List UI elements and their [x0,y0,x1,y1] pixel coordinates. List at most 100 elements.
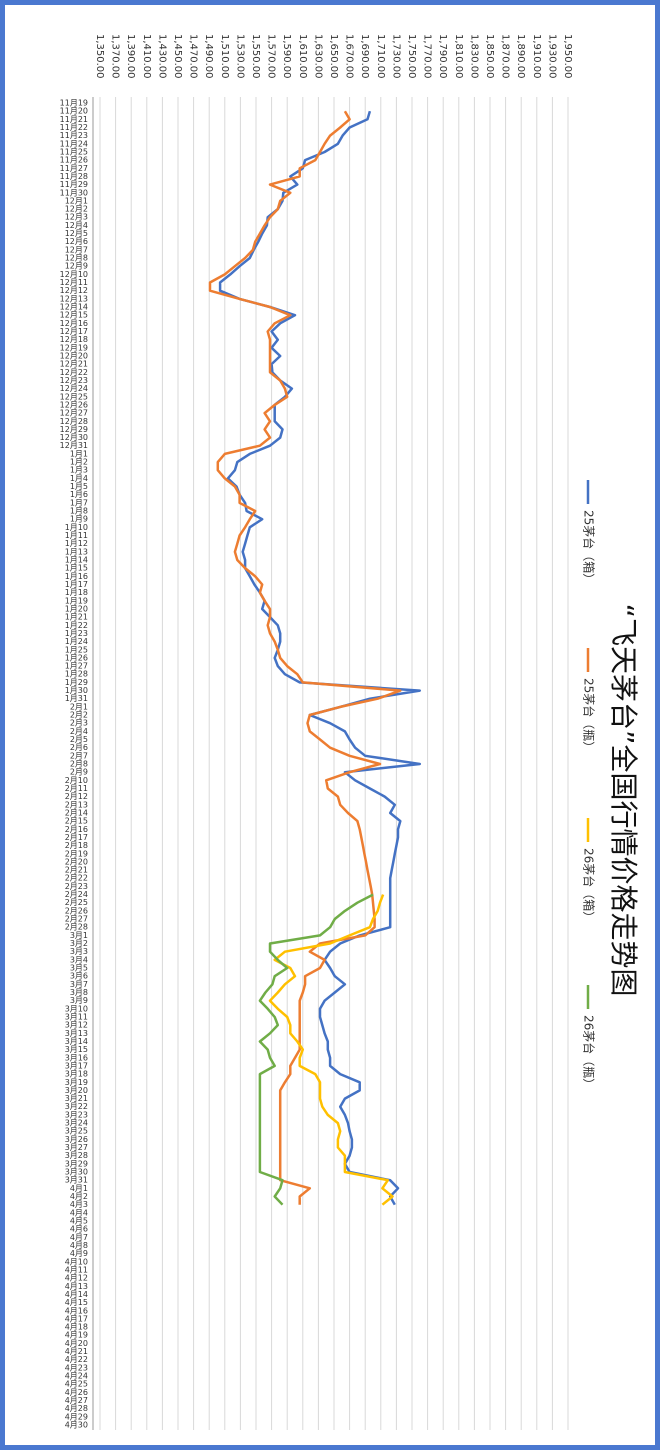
y-tick-label: 1,350.00 [94,34,105,79]
series-line [218,110,422,1206]
y-tick-label: 1,490.00 [203,34,214,79]
x-tick-label: 2月4 [70,727,88,736]
x-tick-label: 1月23 [65,629,88,638]
y-tick-label: 1,590.00 [281,34,292,79]
x-tick-label: 4月21 [65,1347,88,1356]
x-tick-label: 1月28 [65,670,88,679]
y-tick-label: 1,870.00 [500,34,511,79]
x-tick-label: 4月9 [70,1249,88,1258]
x-tick-label: 4月20 [65,1339,88,1348]
x-tick-label: 12月24 [60,384,88,393]
series-line [208,110,402,1205]
x-tick-label: 12月7 [65,245,88,254]
x-tick-label: 3月19 [65,1078,88,1087]
x-tick-label: 3月21 [65,1094,88,1103]
x-tick-label: 1月2 [70,458,88,467]
x-tick-label: 3月15 [65,1045,88,1054]
x-tick-label: 4月23 [65,1363,88,1372]
x-tick-label: 4月5 [70,1216,88,1225]
x-tick-label: 3月11 [65,1012,88,1021]
y-tick-label: 1,890.00 [515,34,526,79]
x-tick-label: 12月16 [60,319,88,328]
x-tick-label: 12月21 [60,360,88,369]
x-tick-label: 1月17 [65,580,88,589]
x-tick-label: 12月13 [60,294,88,303]
x-tick-label: 2月28 [65,923,88,932]
x-tick-label: 3月30 [65,1168,88,1177]
x-tick-label: 3月10 [65,1004,88,1013]
x-tick-label: 4月11 [65,1265,88,1274]
x-tick-label: 2月5 [70,735,88,744]
legend-label: 26茅台（箱） [582,848,597,923]
x-tick-label: 1月29 [65,678,88,687]
x-tick-label: 12月6 [65,237,88,246]
x-tick-label: 2月7 [70,751,88,760]
x-tick-label: 3月24 [65,1119,88,1128]
x-tick-label: 12月22 [60,368,88,377]
x-tick-label: 1月31 [65,694,88,703]
x-tick-label: 4月1 [70,1184,88,1193]
x-tick-label: 12月3 [65,213,88,222]
x-tick-label: 11月19 [60,99,88,108]
series-line [258,893,374,1206]
x-tick-label: 12月30 [60,433,88,442]
x-tick-label: 12月14 [60,303,88,312]
x-tick-label: 1月25 [65,645,88,654]
x-tick-label: 3月20 [65,1086,88,1095]
x-tick-label: 11月25 [60,147,88,156]
x-tick-label: 3月14 [65,1037,88,1046]
x-tick-label: 4月4 [70,1208,88,1217]
x-tick-label: 3月8 [70,988,88,997]
x-tick-label: 3月9 [70,996,88,1005]
x-tick-label: 3月27 [65,1143,88,1152]
x-tick-label: 12月20 [60,351,88,360]
x-tick-label: 3月3 [70,947,88,956]
x-tick-label: 11月22 [60,123,88,132]
y-tick-label: 1,810.00 [453,34,464,79]
y-tick-label: 1,930.00 [546,34,557,79]
y-tick-label: 1,370.00 [110,34,121,79]
x-tick-label: 11月21 [60,115,88,124]
y-tick-label: 1,790.00 [437,34,448,79]
x-tick-label: 4月15 [65,1298,88,1307]
x-tick-label: 2月3 [70,719,88,728]
x-tick-label: 4月12 [65,1274,88,1283]
x-tick-label: 2月1 [70,702,88,711]
x-tick-label: 3月4 [70,955,88,964]
x-tick-label: 2月8 [70,760,88,769]
x-tick-label: 1月4 [70,474,88,483]
legend-label: 25茅台（箱） [582,510,597,585]
y-tick-label: 1,670.00 [344,34,355,79]
x-tick-label: 4月10 [65,1257,88,1266]
x-tick-label: 1月1 [70,449,88,458]
y-tick-label: 1,650.00 [328,34,339,79]
x-tick-label: 12月1 [65,196,88,205]
y-tick-label: 1,710.00 [375,34,386,79]
x-tick-label: 12月4 [65,221,88,230]
x-tick-label: 12月10 [60,270,88,279]
x-tick-label: 12月25 [60,392,88,401]
x-tick-label: 1月15 [65,564,88,573]
x-tick-label: 3月18 [65,1070,88,1079]
x-tick-label: 1月5 [70,482,88,491]
y-tick-label: 1,410.00 [141,34,152,79]
x-tick-label: 2月13 [65,800,88,809]
x-tick-label: 3月23 [65,1110,88,1119]
x-tick-label: 3月7 [70,980,88,989]
x-tick-label: 1月22 [65,621,88,630]
x-tick-label: 1月7 [70,498,88,507]
x-tick-label: 4月22 [65,1355,88,1364]
x-tick-label: 11月20 [60,107,88,116]
y-tick-label: 1,470.00 [188,34,199,79]
y-tick-label: 1,430.00 [156,34,167,79]
x-tick-label: 4月2 [70,1192,88,1201]
x-tick-label: 3月25 [65,1127,88,1136]
x-tick-label: 3月26 [65,1135,88,1144]
x-tick-label: 1月11 [65,531,88,540]
x-tick-label: 11月26 [60,156,88,165]
x-tick-label: 2月22 [65,874,88,883]
x-tick-label: 2月23 [65,882,88,891]
x-tick-label: 1月8 [70,507,88,516]
